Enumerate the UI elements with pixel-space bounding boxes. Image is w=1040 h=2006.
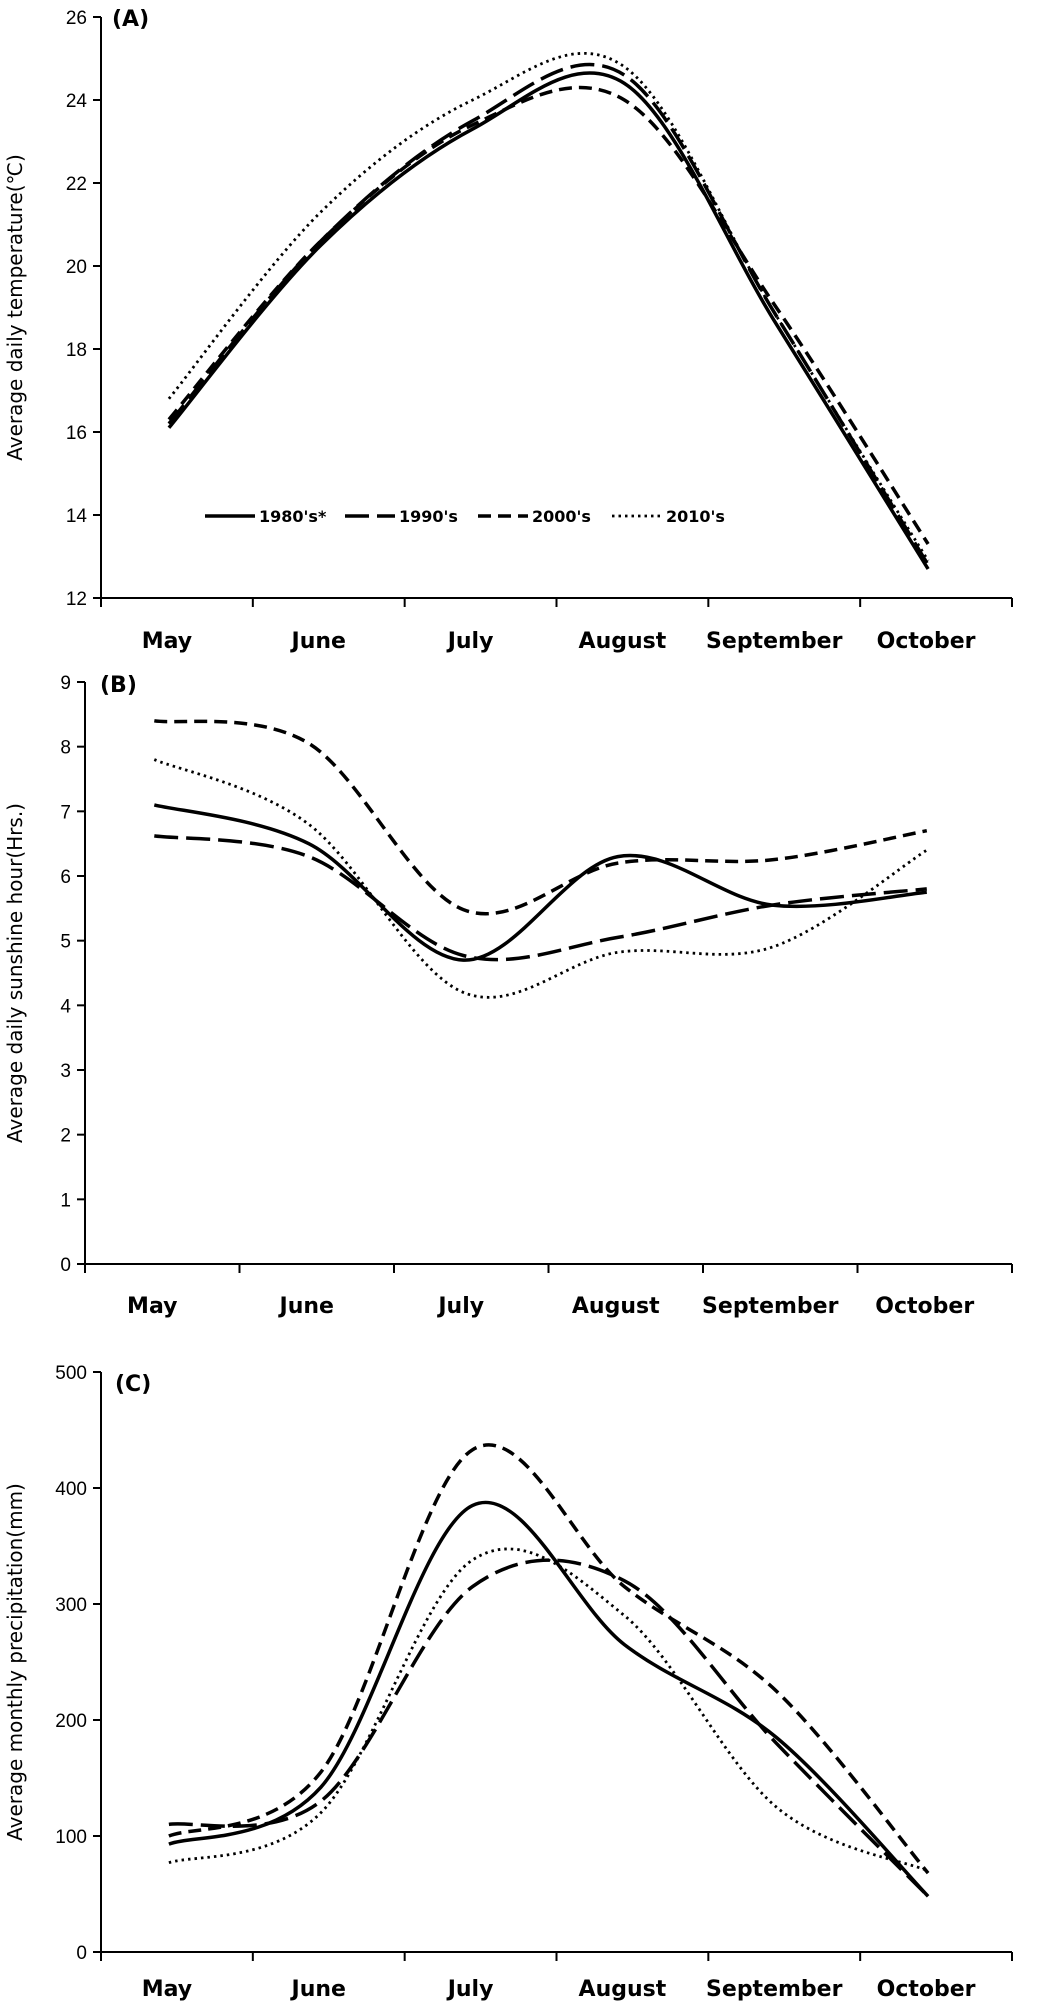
x-tick-label: June	[290, 629, 346, 654]
y-axis-title: Average monthly precipitation(mm)	[3, 1483, 27, 1841]
series-line-long-dash	[154, 834, 927, 962]
x-tick-label: August	[579, 1977, 667, 2002]
panel-label: (C)	[115, 1372, 151, 1397]
series-line-long-dash	[168, 1558, 930, 1898]
legend: 1980's* 1990's 2000's 2010's	[205, 507, 725, 526]
y-tick-label: 1	[60, 1190, 71, 1211]
x-tick-label: June	[278, 1294, 334, 1319]
y-tick-label: 26	[66, 8, 87, 29]
series-line-solid	[168, 1500, 930, 1898]
x-tick-label: September	[706, 629, 843, 654]
x-tick-label: May	[142, 1977, 192, 2002]
y-tick-label: 14	[66, 506, 88, 527]
panel-label: (B)	[100, 673, 137, 698]
y-tick-label: 0	[76, 1943, 87, 1964]
series-line-dash	[167, 85, 930, 545]
chart-panel-a: 12 14 16 18 20 22 24 26 May June July August Septemb…	[3, 7, 1013, 654]
y-tick-label: 0	[60, 1255, 71, 1276]
series-line-dot	[167, 52, 930, 562]
panel-label: (A)	[112, 7, 149, 32]
series-line-solid	[167, 71, 930, 570]
x-tick-label: October	[877, 1977, 976, 2002]
y-tick-label: 4	[60, 996, 71, 1017]
legend-label: 2000's	[532, 507, 591, 526]
chart-panel-c: 0 100 200 300 400 500 May June July August Septemb…	[3, 1363, 1013, 2002]
y-axis-title: Average daily temperature(℃)	[3, 154, 27, 461]
series-line-dash	[154, 719, 928, 916]
y-tick-label: 5	[60, 932, 71, 953]
y-tick-label: 500	[55, 1363, 87, 1384]
y-tick-label: 7	[60, 802, 71, 823]
x-tick-label: July	[436, 1294, 484, 1319]
series-line-dot	[168, 1547, 929, 1873]
y-axis-title: Average daily sunshine hour(Hrs.)	[3, 803, 27, 1143]
x-tick-label: May	[127, 1294, 177, 1319]
y-tick-label: 3	[60, 1061, 71, 1082]
y-tick-label: 6	[60, 867, 71, 888]
y-tick-label: 18	[66, 340, 87, 361]
y-tick-label: 200	[55, 1711, 87, 1732]
x-tick-label: October	[875, 1294, 974, 1319]
x-tick-label: September	[706, 1977, 843, 2002]
y-tick-label: 22	[66, 174, 87, 195]
y-tick-label: 300	[55, 1595, 87, 1616]
series-line-solid	[153, 803, 927, 962]
x-tick-label: May	[142, 629, 192, 654]
chart-panel-b: 0 1 2 3 4 5 6 7 8 9 May June July August September Octo…	[3, 673, 1013, 1319]
y-tick-label: 9	[60, 673, 71, 694]
y-tick-label: 12	[66, 589, 87, 610]
y-tick-label: 2	[60, 1126, 71, 1147]
y-tick-label: 20	[66, 257, 87, 278]
series-line-long-dash	[167, 62, 930, 566]
y-tick-label: 400	[55, 1479, 87, 1500]
series-line-dash	[168, 1443, 930, 1875]
legend-label: 2010's	[666, 507, 725, 526]
x-tick-label: June	[290, 1977, 346, 2002]
legend-label: 1980's*	[259, 507, 327, 526]
y-tick-label: 8	[60, 738, 71, 759]
legend-label: 1990's	[399, 507, 458, 526]
x-tick-label: July	[446, 629, 494, 654]
x-tick-label: July	[446, 1977, 494, 2002]
x-tick-label: August	[572, 1294, 660, 1319]
series-line-dot	[153, 758, 928, 999]
x-tick-label: September	[702, 1294, 839, 1319]
y-tick-label: 24	[66, 91, 88, 112]
x-tick-label: August	[579, 629, 667, 654]
y-tick-label: 16	[66, 423, 87, 444]
y-tick-label: 100	[55, 1827, 87, 1848]
x-tick-label: October	[877, 629, 976, 654]
